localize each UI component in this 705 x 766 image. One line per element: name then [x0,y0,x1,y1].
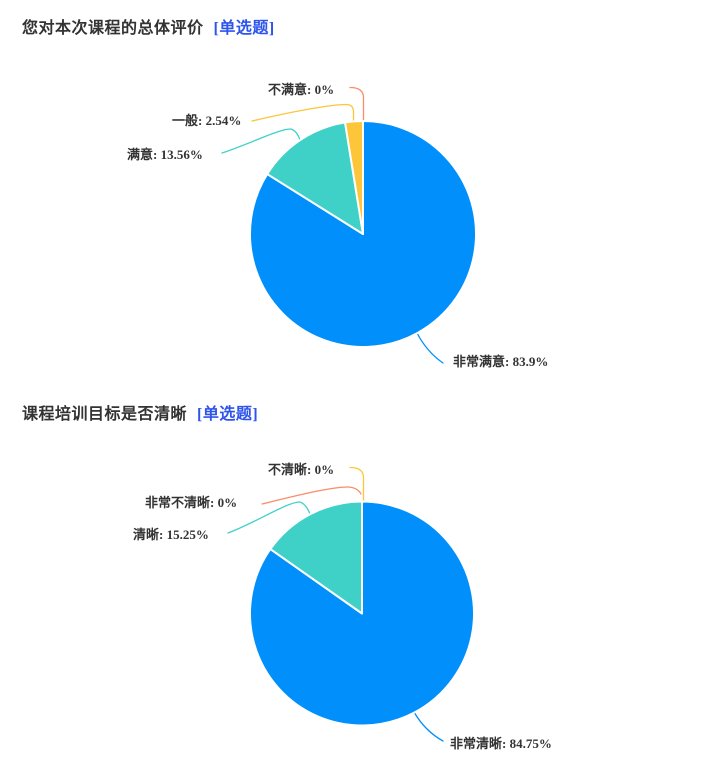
question-text-2: 课程培训目标是否清晰 [22,406,188,423]
pie-slices-2 [249,500,476,727]
pie-label-dissatisfied: 不满意: 0% [268,82,335,97]
leader-line-not-clear [349,466,365,503]
leader-line-clear [227,501,311,534]
pie-label-not-clear: 不清晰: 0% [268,462,335,477]
question-type-tag-1: [单选题] [213,20,275,37]
leader-line-very-clear [413,711,444,742]
pie-slice-清晰[interactable] [269,500,363,615]
pie-label-very-clear: 非常清晰: 84.75% [450,736,552,751]
leader-line-satisfied [221,128,301,154]
pie-label-average: 一般: 2.54% [172,113,242,128]
pie-label-clear: 清晰: 15.25% [133,527,209,542]
pie-label-satisfied: 满意: 13.56% [127,147,203,162]
pie-label-very-satisfied: 非常满意: 83.9% [453,354,549,369]
pie-chart-goal-clarity: 不清晰: 0% 非常不清晰: 0% 清晰: 15.25% 非常清晰: 84.75… [0,440,705,766]
pie-svg-1 [221,86,477,364]
question-title-1: 您对本次课程的总体评价 [单选题] [22,14,275,38]
pie-slice-满意[interactable] [266,121,364,235]
leader-line-very-not-clear [261,486,362,505]
leader-line-average [251,103,355,122]
pie-label-very-not-clear: 非常不清晰: 0% [145,495,238,510]
pie-slice-非常满意[interactable] [249,120,477,348]
pie-chart-overall-evaluation: 不满意: 0% 一般: 2.54% 满意: 13.56% 非常满意: 83.9% [0,60,705,390]
question-type-tag-2: [单选题] [197,406,259,423]
leader-line-dissatisfied [349,86,365,123]
question-title-2: 课程培训目标是否清晰 [单选题] [22,400,258,424]
pie-slices-1 [249,120,477,348]
pie-slice-一般[interactable] [344,120,364,235]
pie-svg-2 [227,466,476,742]
leader-line-very-satisfied [416,332,444,364]
question-text-1: 您对本次课程的总体评价 [22,20,204,37]
